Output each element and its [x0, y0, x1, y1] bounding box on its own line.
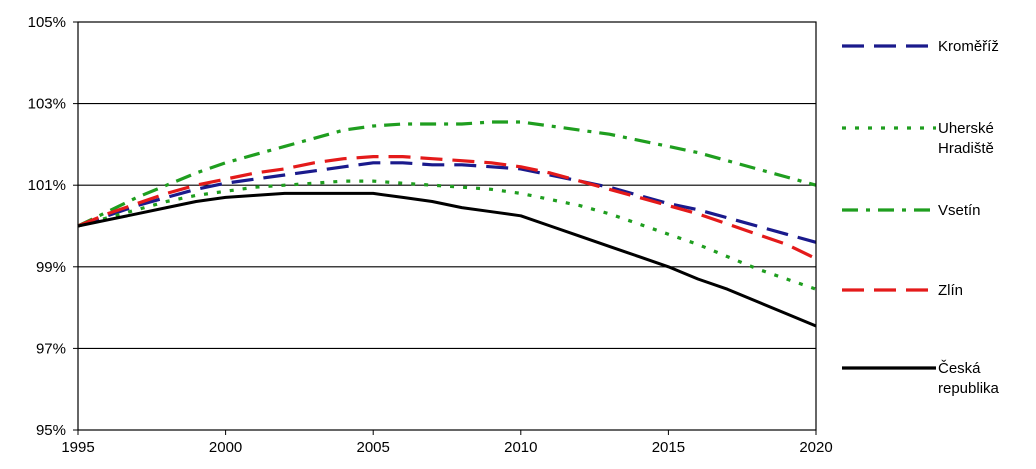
y-tick-label: 105% [28, 14, 66, 31]
series-line [77, 161, 817, 244]
legend-label: Vsetín [938, 202, 981, 219]
y-tick-label: 95% [36, 422, 66, 439]
y-tick-label: 101% [28, 177, 66, 194]
legend-label: republika [938, 380, 1000, 397]
y-tick-label: 97% [36, 340, 66, 357]
x-tick-label: 2005 [357, 439, 390, 456]
legend-label: Zlín [938, 282, 963, 299]
plot-frame [77, 21, 817, 431]
legend: Kroměříž Uherské Hradiště Vsetín Zlín Česká re… [842, 38, 1000, 397]
y-tick-label: 103% [28, 96, 66, 113]
legend-label: Uherské [938, 120, 994, 137]
x-tick-label: 2015 [652, 439, 685, 456]
x-tick-label: 2000 [209, 439, 242, 456]
series-line [77, 191, 817, 328]
legend-label: Kroměříž [938, 38, 999, 55]
y-tick-label: 99% [36, 259, 66, 276]
legend-label: Česká [938, 360, 981, 377]
series-line [77, 155, 817, 261]
x-tick-label: 2010 [504, 439, 537, 456]
series-line [77, 179, 817, 291]
x-axis: 1995 2000 2005 2010 2015 2020 [61, 430, 833, 456]
x-tick-label: 1995 [61, 439, 94, 456]
y-axis: 95% 97% 99% 101% 103% 105% [28, 14, 78, 439]
series-line [77, 120, 817, 228]
series-lines [77, 120, 817, 328]
plot-area [78, 22, 816, 430]
legend-label: Hradiště [938, 140, 994, 157]
x-tick-label: 2020 [799, 439, 832, 456]
